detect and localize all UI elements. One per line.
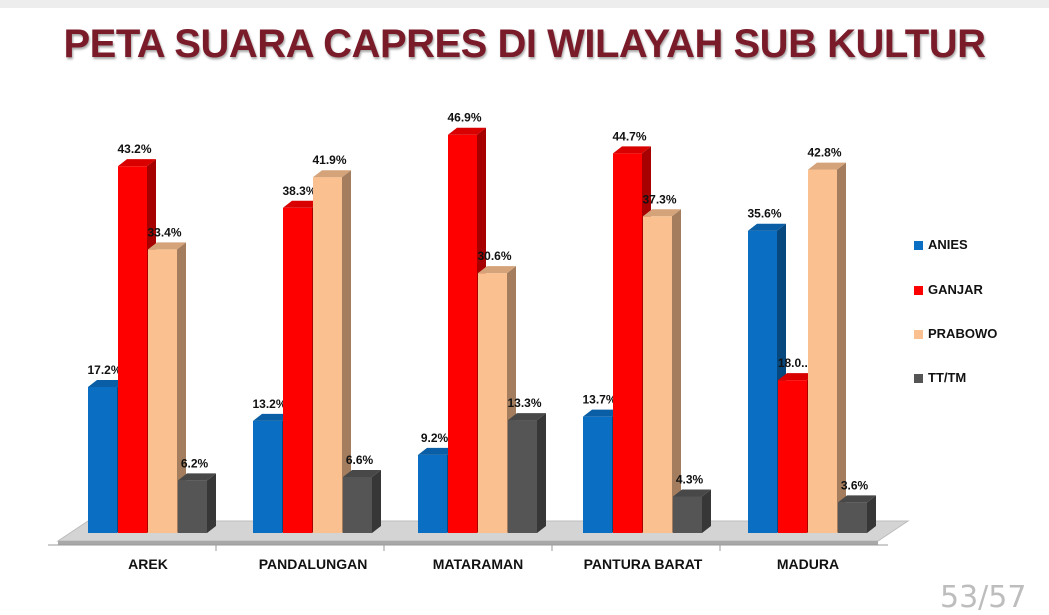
- bar-anies-madura-top: [748, 223, 786, 231]
- bar-prabowo-madura-top: [808, 162, 846, 170]
- bar-ganjar-pantura-barat: [613, 153, 642, 534]
- bar-anies-pantura-barat: [583, 416, 612, 533]
- legend-swatch: [914, 374, 923, 383]
- bar-anies-madura: [748, 230, 777, 533]
- bar-prabowo-madura-side: [837, 162, 846, 534]
- bar-tt-tm-arek-top: [178, 473, 216, 481]
- legend-label: GANJAR: [928, 282, 983, 297]
- data-label-tt-tm-pandalungan: 6.6%: [346, 453, 374, 467]
- data-label-anies-pandalungan: 13.2%: [252, 397, 286, 411]
- data-label-tt-tm-pantura-barat: 4.3%: [676, 472, 704, 486]
- data-label-ganjar-arek: 43.2%: [117, 142, 151, 156]
- data-label-anies-mataraman: 9.2%: [421, 431, 449, 445]
- bar-tt-tm-madura-top: [838, 495, 876, 503]
- top-edge-bar: [0, 0, 1049, 8]
- bar-prabowo-arek-side: [177, 242, 186, 533]
- bar-anies-pantura-barat-top: [583, 409, 621, 417]
- bar-tt-tm-mataraman-side: [537, 413, 546, 533]
- bar-anies-pandalungan: [253, 420, 282, 533]
- bar-anies-mataraman: [418, 454, 447, 533]
- bar-ganjar-madura: [778, 380, 807, 533]
- bar-prabowo-pantura-barat-top: [643, 209, 681, 217]
- bar-ganjar-madura-top: [778, 373, 816, 381]
- bar-ganjar-arek: [118, 166, 147, 533]
- bar-anies-pandalungan-top: [253, 413, 291, 421]
- legend-label: TT/TM: [928, 370, 967, 385]
- page-number: 53/57: [940, 580, 1027, 615]
- bar-ganjar-pandalungan-top: [283, 200, 321, 208]
- data-label-ganjar-pandalungan: 38.3%: [282, 184, 316, 198]
- x-tick-label-mataraman: MATARAMAN: [433, 556, 523, 572]
- bar-tt-tm-pandalungan-side: [372, 469, 381, 533]
- data-label-prabowo-madura: 42.8%: [807, 146, 841, 160]
- bar-prabowo-pantura-barat: [643, 216, 672, 534]
- bar-anies-mataraman-top: [418, 447, 456, 455]
- data-label-anies-pantura-barat: 13.7%: [582, 393, 616, 407]
- bar-tt-tm-madura: [838, 502, 867, 533]
- bar-ganjar-arek-top: [118, 159, 156, 167]
- bar-tt-tm-pantura-barat-side: [702, 489, 711, 533]
- data-label-tt-tm-mataraman: 13.3%: [507, 396, 541, 410]
- data-label-ganjar-mataraman: 46.9%: [447, 111, 481, 125]
- data-label-ganjar-madura: 18.0...: [778, 356, 811, 370]
- bar-tt-tm-arek: [178, 480, 207, 533]
- bar-prabowo-pandalungan-top: [313, 170, 351, 178]
- bar-prabowo-arek-top: [148, 242, 186, 250]
- bar-ganjar-pantura-barat-top: [613, 146, 651, 154]
- bar-tt-tm-arek-side: [207, 473, 216, 533]
- bar-prabowo-madura: [808, 169, 837, 534]
- bar-tt-tm-pandalungan: [343, 476, 372, 533]
- bar-prabowo-mataraman-top: [478, 266, 516, 274]
- legend-swatch: [914, 330, 923, 339]
- x-tick-label-pantura-barat: PANTURA BARAT: [584, 556, 703, 572]
- data-label-prabowo-mataraman: 30.6%: [477, 249, 511, 263]
- bar-tt-tm-pantura-barat: [673, 496, 702, 533]
- data-label-tt-tm-arek: 6.2%: [181, 456, 209, 470]
- bar-prabowo-pandalungan-side: [342, 170, 351, 533]
- bar-ganjar-mataraman-top: [448, 127, 486, 135]
- x-tick-label-arek: AREK: [128, 556, 168, 572]
- bar-prabowo-arek: [148, 249, 177, 533]
- bar-prabowo-mataraman: [478, 273, 507, 533]
- legend-label: PRABOWO: [928, 326, 998, 341]
- bar-prabowo-pantura-barat-side: [672, 209, 681, 534]
- data-label-anies-arek: 17.2%: [87, 363, 121, 377]
- bar-ganjar-pandalungan: [283, 207, 312, 533]
- bar-tt-tm-madura-side: [867, 495, 876, 533]
- legend-swatch: [914, 241, 923, 250]
- x-tick-label-madura: MADURA: [777, 556, 839, 572]
- data-label-prabowo-arek: 33.4%: [147, 225, 181, 239]
- data-label-ganjar-pantura-barat: 44.7%: [612, 129, 646, 143]
- chart-floor-edge: [58, 541, 878, 545]
- bar-ganjar-mataraman: [448, 134, 477, 533]
- legend-label: ANIES: [928, 237, 968, 252]
- bar-tt-tm-mataraman: [508, 420, 537, 533]
- data-label-tt-tm-madura: 3.6%: [841, 478, 869, 492]
- bar-tt-tm-pandalungan-top: [343, 469, 381, 477]
- x-tick-label-pandalungan: PANDALUNGAN: [259, 556, 368, 572]
- data-label-anies-madura: 35.6%: [747, 207, 781, 221]
- bar-anies-arek-top: [88, 379, 126, 387]
- bar-tt-tm-pantura-barat-top: [673, 489, 711, 497]
- bar-anies-arek: [88, 386, 117, 533]
- bar-prabowo-pandalungan: [313, 177, 342, 533]
- data-label-prabowo-pantura-barat: 37.3%: [642, 192, 676, 206]
- bar-tt-tm-mataraman-top: [508, 413, 546, 421]
- legend-swatch: [914, 286, 923, 295]
- data-label-prabowo-pandalungan: 41.9%: [312, 153, 346, 167]
- chart-title: PETA SUARA CAPRES DI WILAYAH SUB KULTUR: [63, 22, 986, 66]
